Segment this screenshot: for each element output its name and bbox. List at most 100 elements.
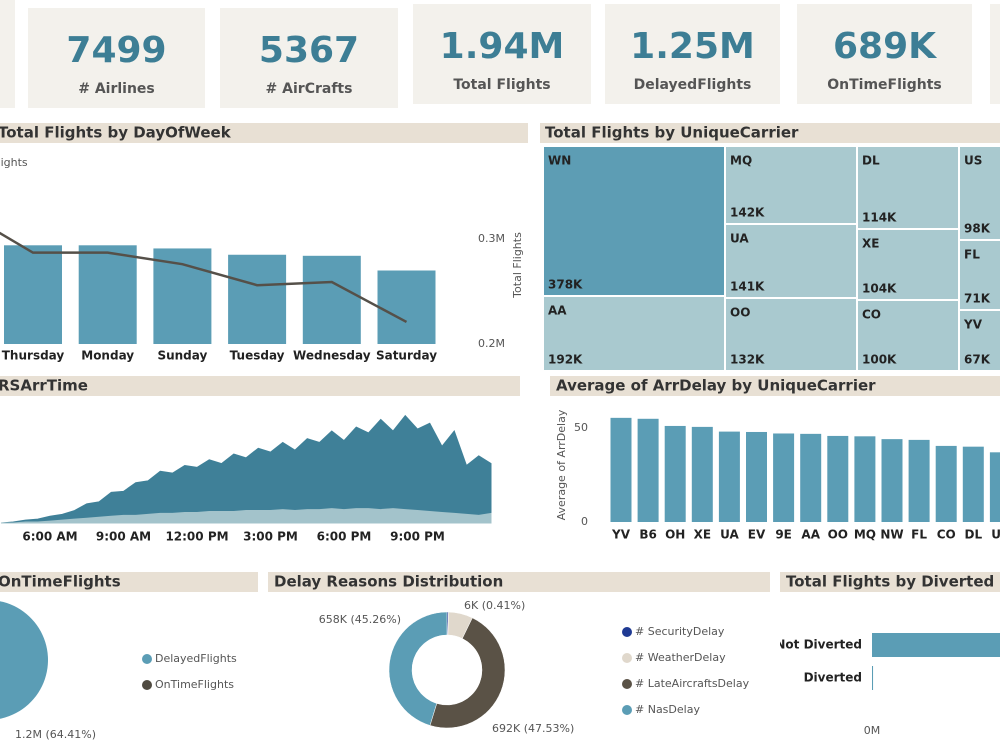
bar <box>854 436 876 522</box>
x-tick-label: 6:00 PM <box>317 530 372 544</box>
kpi-value: 1.94M <box>440 26 565 67</box>
x-tick-label: Sunday <box>157 349 207 363</box>
panel-header <box>780 572 1000 592</box>
donut-slice <box>388 611 448 726</box>
x-tick-label: XE <box>694 528 711 542</box>
treemap-tile <box>960 147 1000 239</box>
bar <box>228 254 287 344</box>
tile-value: 114K <box>862 211 897 225</box>
tile-value: 141K <box>730 280 765 294</box>
bar <box>153 248 212 344</box>
kpi-label: Total Flights <box>453 77 550 93</box>
legend-label: Total Flights <box>0 156 28 169</box>
kpi-label: OnTimeFlights <box>827 77 941 93</box>
bar <box>718 431 740 522</box>
x-tick-label: CO <box>937 528 956 542</box>
kpi-card <box>28 8 205 108</box>
chart-title: Total Flights by DayOfWeek <box>0 124 232 142</box>
tile-label: CO <box>862 308 881 322</box>
legend-label: DelayedFlights <box>155 652 237 665</box>
tile-value: 71K <box>964 292 991 306</box>
kpi-label: # Airlines <box>78 81 155 97</box>
y-tick-label: Not Diverted <box>775 638 862 652</box>
x-tick-label: UA <box>720 528 739 542</box>
x-tick-label: US <box>991 528 1000 542</box>
x-tick-label: 12:00 PM <box>165 530 228 544</box>
tile-label: YV <box>963 318 983 332</box>
tile-label: OO <box>730 306 750 320</box>
y-tick-label: 0.3M <box>478 232 505 245</box>
data-label: 692K (47.53%) <box>492 722 574 735</box>
x-tick-label: 9:00 PM <box>390 530 445 544</box>
treemap-tile <box>960 311 1000 370</box>
panel-header <box>0 123 528 143</box>
tile-label: FL <box>964 248 980 262</box>
chart-title: RSArrTime <box>0 377 88 395</box>
chart-title: Total Flights by Diverted <box>786 573 994 591</box>
legend-label: # SecurityDelay <box>635 625 725 638</box>
tile-label: WN <box>548 154 571 168</box>
panel: OnTimeFlights 1.2M (64.41%) DelayedFlights… <box>0 572 258 741</box>
line <box>0 231 408 324</box>
bar <box>800 433 822 522</box>
kpi-card <box>605 4 780 104</box>
treemap-tile <box>544 147 724 295</box>
x-tick-label: EV <box>748 528 766 542</box>
kpi-card <box>220 8 398 108</box>
bar <box>4 245 62 344</box>
pie-slice <box>0 601 48 719</box>
x-tick-label: OH <box>665 528 685 542</box>
legend-marker <box>142 654 152 664</box>
bar <box>773 433 795 522</box>
x-tick-label: OO <box>828 528 848 542</box>
bar <box>637 418 659 522</box>
legend-label: # NasDelay <box>635 703 700 716</box>
legend-marker <box>622 705 632 715</box>
bar <box>302 255 361 344</box>
y-tick-label: 0.2M <box>478 337 505 350</box>
x-tick-label: B6 <box>639 528 657 542</box>
legend-marker <box>622 653 632 663</box>
x-tick-label: 0M <box>864 724 881 737</box>
tile-label: AA <box>548 304 567 318</box>
tile-value: 378K <box>548 278 583 292</box>
tile-label: US <box>964 154 982 168</box>
bar <box>610 417 632 522</box>
panel: Total Flights by UniqueCarrier WN 378K AA 19… <box>540 123 1000 370</box>
bar <box>78 245 137 344</box>
panel-header <box>550 376 1000 396</box>
data-label: 658K (45.26%) <box>319 613 401 626</box>
y-tick-label: 50 <box>574 421 588 434</box>
bar <box>746 431 767 522</box>
kpi-card-partial <box>990 4 1000 104</box>
kpi-value: 7499 <box>66 30 166 71</box>
treemap-tile <box>960 241 1000 309</box>
bar <box>872 633 1000 657</box>
treemap-tile <box>858 230 958 299</box>
x-tick-label: Saturday <box>376 349 437 363</box>
kpi-card-partial <box>0 0 15 108</box>
tile-label: UA <box>730 232 749 246</box>
bar <box>872 666 874 690</box>
area <box>1 508 492 524</box>
data-label: 1.2M (64.41%) <box>15 728 96 741</box>
bar <box>962 446 984 522</box>
x-tick-label: 6:00 AM <box>22 530 77 544</box>
kpi-value: 689K <box>833 26 937 67</box>
tile-value: 104K <box>862 282 897 296</box>
x-tick-label: NW <box>880 528 903 542</box>
legend-marker <box>622 627 632 637</box>
kpi-card <box>797 4 972 104</box>
chart-title: Average of ArrDelay by UniqueCarrier <box>556 377 876 395</box>
tile-value: 192K <box>548 353 583 367</box>
bar <box>377 270 436 344</box>
tile-value: 142K <box>730 206 765 220</box>
x-tick-label: YV <box>611 528 631 542</box>
x-tick-label: 3:00 PM <box>243 530 298 544</box>
chart-title: Total Flights by UniqueCarrier <box>545 124 799 142</box>
kpi-value: 5367 <box>259 30 359 71</box>
tile-value: 98K <box>964 222 991 236</box>
treemap-tile <box>858 147 958 228</box>
panel: Total Flights by Diverted Not Diverted Div… <box>775 572 1000 737</box>
